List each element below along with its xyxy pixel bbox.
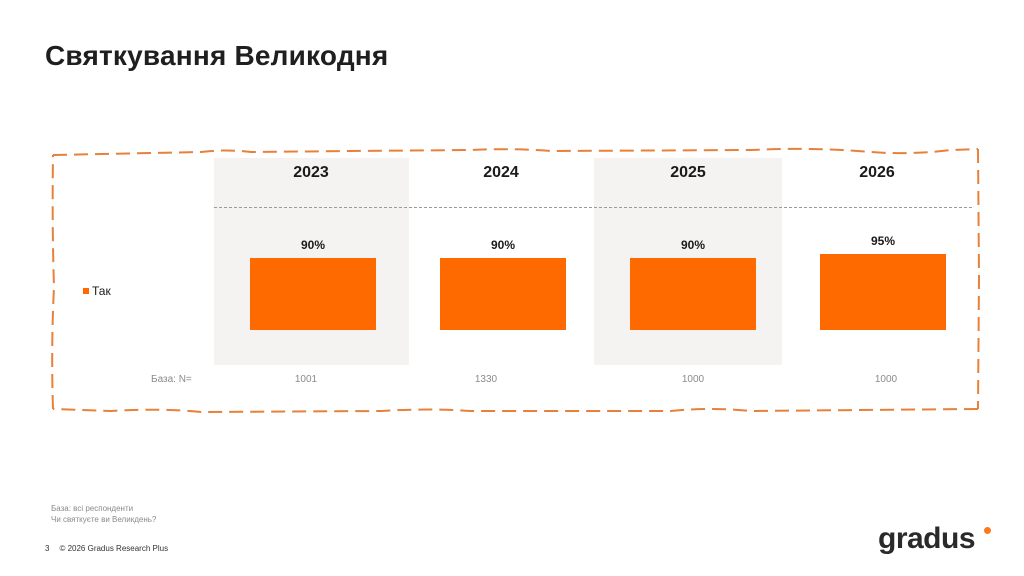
base-value-2024: 1330 — [474, 374, 498, 385]
bar-value-label: 90% — [680, 238, 706, 252]
base-value-2025: 1000 — [681, 374, 705, 385]
base-value-2026: 1000 — [874, 374, 898, 385]
footnote-base: База: всі респонденти — [51, 504, 134, 513]
logo-dot-icon — [984, 527, 991, 534]
bar-2026 — [820, 254, 946, 330]
column-header-2026: 2026 — [859, 164, 895, 181]
page-number: 3 — [45, 544, 50, 553]
column-header-2025: 2025 — [670, 164, 706, 181]
footnote-question: Чи святкуєте ви Великдень? — [51, 515, 157, 524]
legend-label: Так — [92, 284, 111, 298]
bar-2024 — [440, 258, 566, 330]
column-header-2024: 2024 — [483, 164, 519, 181]
bar-value-label: 90% — [300, 238, 326, 252]
legend: Так — [83, 284, 111, 298]
legend-swatch-icon — [83, 288, 89, 294]
copyright: © 2026 Gradus Research Plus — [59, 544, 169, 553]
highlight-frame — [51, 147, 981, 413]
base-value-2023: 1001 — [294, 374, 318, 385]
bar-2025 — [630, 258, 756, 330]
column-header-2023: 2023 — [293, 164, 329, 181]
bar-2023 — [250, 258, 376, 330]
bar-value-label: 95% — [870, 234, 896, 248]
gradus-logo: gradus — [878, 522, 976, 555]
page-title: Святкування Великодня — [45, 40, 389, 71]
header-divider — [214, 207, 972, 208]
base-label: База: N= — [151, 374, 192, 385]
bar-value-label: 90% — [490, 238, 516, 252]
footer: 3 © 2026 Gradus Research Plus — [45, 544, 168, 553]
